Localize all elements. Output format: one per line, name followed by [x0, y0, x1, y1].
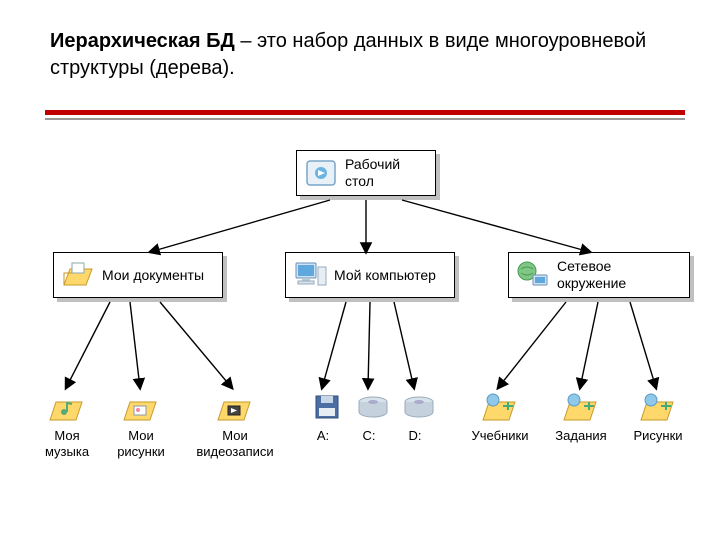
leaf-label: Рисунки — [625, 428, 691, 444]
net-folder-icon — [479, 388, 521, 426]
leaf-drive-c: C: — [352, 388, 386, 444]
node-network: Сетевое окружение — [508, 252, 690, 298]
folder-videos-icon — [214, 388, 256, 426]
folder-music-icon — [46, 388, 88, 426]
documents-icon — [58, 257, 98, 293]
leaf-label: A: — [306, 428, 340, 444]
leaf-assignments: Задания — [548, 388, 614, 444]
net-folder-icon — [637, 388, 679, 426]
net-folder-icon — [560, 388, 602, 426]
leaf-label: Мои рисунки — [110, 428, 172, 459]
node-root-label: Рабочий стол — [345, 156, 425, 190]
title-rule — [45, 110, 685, 120]
leaf-label: D: — [398, 428, 432, 444]
leaf-drive-a: A: — [306, 388, 340, 444]
desktop-icon — [301, 155, 341, 191]
node-docs-label: Мои документы — [102, 267, 204, 284]
leaf-label: Учебники — [465, 428, 535, 444]
leaf-label: Моя музыка — [36, 428, 98, 459]
node-my-computer: Мой компьютер — [285, 252, 455, 298]
leaf-label: Задания — [548, 428, 614, 444]
leaf-my-videos: Мои видеозаписи — [190, 388, 280, 459]
leaf-label: Мои видеозаписи — [190, 428, 280, 459]
page-title: Иерархическая БД – это набор данных в ви… — [50, 28, 680, 82]
node-my-documents: Мои документы — [53, 252, 223, 298]
hdd-icon — [398, 388, 440, 426]
folder-pictures-icon — [120, 388, 162, 426]
hdd-icon — [352, 388, 394, 426]
leaf-label: C: — [352, 428, 386, 444]
leaf-drawings: Рисунки — [625, 388, 691, 444]
leaf-textbooks: Учебники — [465, 388, 535, 444]
node-root: Рабочий стол — [296, 150, 436, 196]
title-bold: Иерархическая БД — [50, 30, 235, 52]
network-icon — [513, 257, 553, 293]
node-net-label: Сетевое окружение — [557, 258, 679, 292]
leaf-drive-d: D: — [398, 388, 432, 444]
computer-icon — [290, 257, 330, 293]
leaf-my-pictures: Мои рисунки — [110, 388, 172, 459]
floppy-icon — [306, 388, 348, 426]
node-comp-label: Мой компьютер — [334, 267, 436, 284]
leaf-my-music: Моя музыка — [36, 388, 98, 459]
